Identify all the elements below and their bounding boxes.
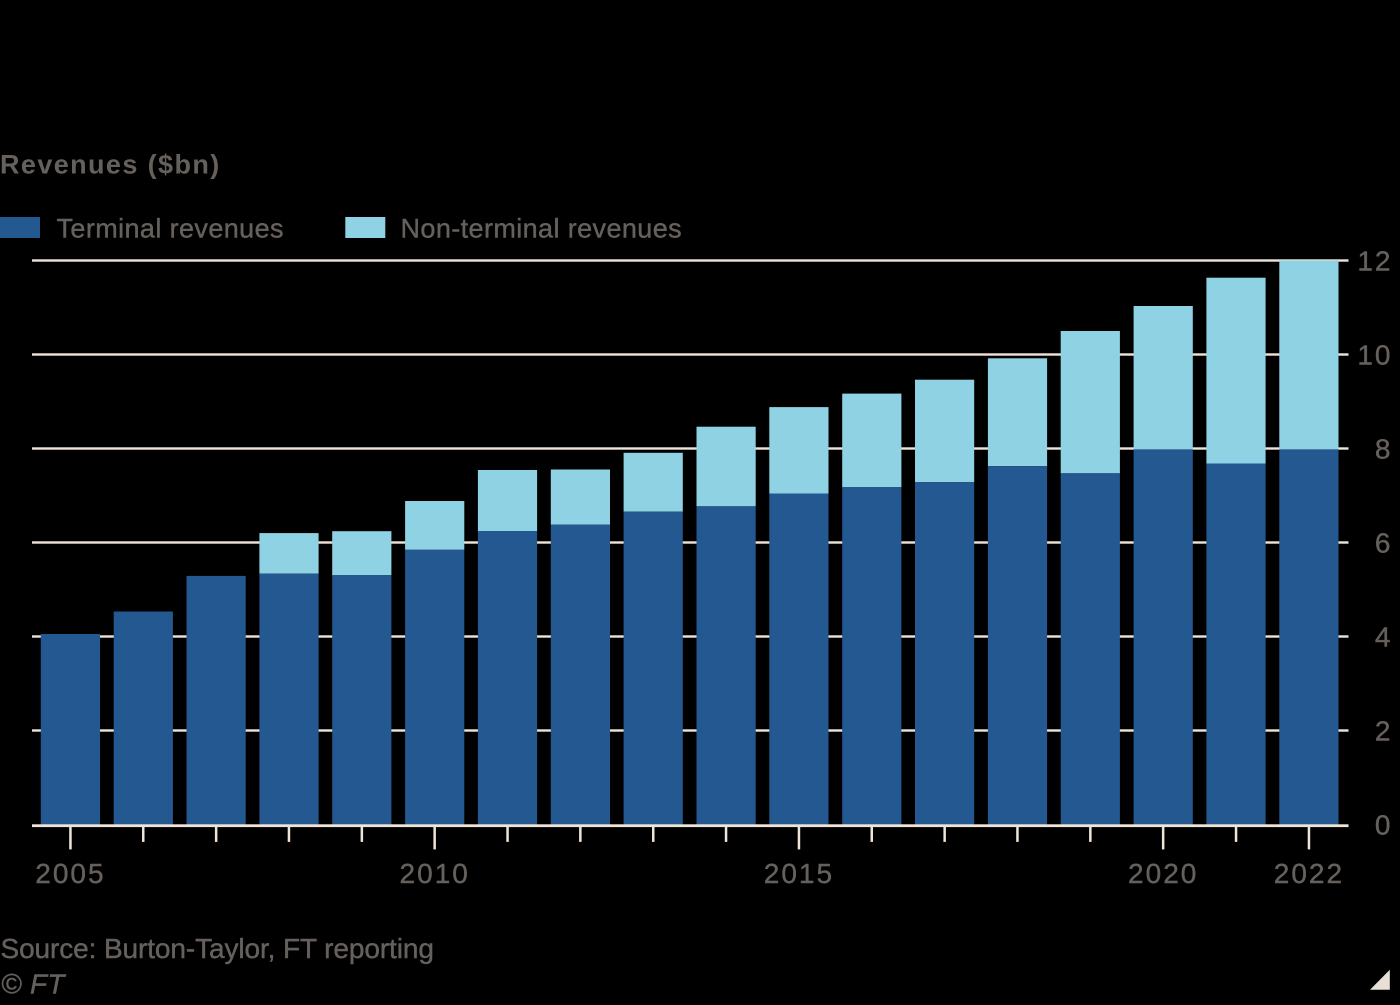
svg-text:8: 8 — [1375, 434, 1393, 465]
svg-text:12: 12 — [1357, 246, 1392, 277]
svg-text:Revenues ($bn): Revenues ($bn) — [0, 150, 221, 180]
svg-text:10: 10 — [1357, 340, 1392, 371]
svg-text:2015: 2015 — [764, 858, 834, 889]
svg-text:0: 0 — [1375, 810, 1393, 841]
svg-text:2010: 2010 — [400, 858, 470, 889]
svg-text:2020: 2020 — [1128, 858, 1198, 889]
svg-text:2022: 2022 — [1274, 858, 1344, 889]
svg-text:Terminal revenues: Terminal revenues — [57, 214, 284, 244]
svg-text:© FT: © FT — [1, 969, 66, 1000]
svg-text:4: 4 — [1375, 622, 1393, 653]
svg-text:Non-terminal revenues: Non-terminal revenues — [401, 214, 683, 244]
svg-text:Source: Burton-Taylor, FT repo: Source: Burton-Taylor, FT reporting — [1, 933, 434, 964]
svg-text:6: 6 — [1375, 528, 1393, 559]
svg-text:2005: 2005 — [35, 858, 105, 889]
svg-text:2: 2 — [1375, 716, 1393, 747]
